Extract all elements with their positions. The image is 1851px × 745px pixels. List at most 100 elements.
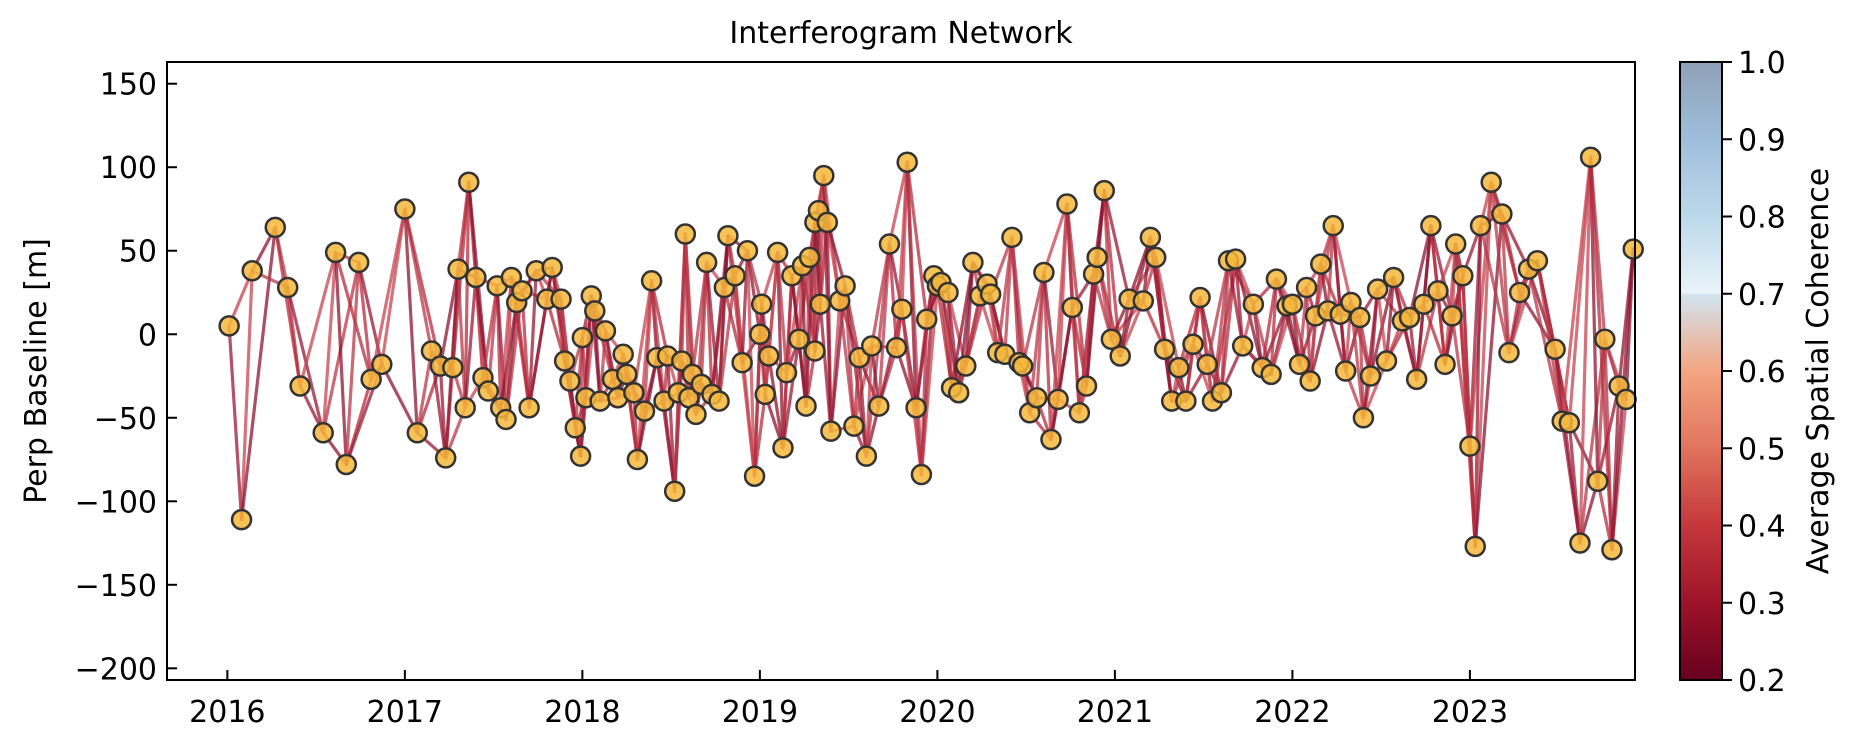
- network-edge: [767, 250, 780, 358]
- network-edge: [1567, 421, 1582, 545]
- acquisition-point: [394, 198, 416, 220]
- y-tick-label: −100: [75, 485, 157, 520]
- network-edge: [334, 250, 348, 467]
- acquisition-point: [674, 223, 697, 245]
- network-edge: [239, 225, 277, 522]
- x-tick-label: 2018: [544, 695, 620, 730]
- network-edge: [877, 242, 892, 408]
- acquisition-point: [589, 390, 611, 412]
- network-edge: [380, 207, 407, 366]
- network-edge: [1567, 155, 1593, 425]
- network-edge: [463, 275, 478, 410]
- acquisition-point: [816, 211, 839, 234]
- network-edge: [1065, 202, 1089, 388]
- acquisition-point: [775, 361, 798, 384]
- network-edge: [717, 274, 737, 403]
- acquisition-point: [495, 408, 517, 431]
- network-edge: [1035, 270, 1046, 400]
- acquisition-point: [1033, 261, 1055, 284]
- colorbar-tick-label: 0.4: [1738, 510, 1786, 545]
- network-edge: [1070, 305, 1081, 415]
- acquisition-point: [633, 400, 656, 422]
- acquisition-point: [371, 353, 393, 376]
- network-edge: [649, 279, 670, 358]
- acquisition-point: [1544, 338, 1566, 361]
- acquisition-point: [1459, 435, 1481, 457]
- acquisition-point: [1322, 214, 1344, 237]
- acquisition-point: [1011, 355, 1034, 377]
- acquisition-point: [615, 363, 638, 386]
- acquisition-point: [218, 315, 240, 337]
- network-edge: [1095, 189, 1106, 260]
- network-edge: [598, 329, 608, 403]
- network-edge: [1500, 212, 1522, 295]
- acquisition-point: [1224, 248, 1247, 270]
- network-edge: [1407, 224, 1433, 320]
- network-edge: [905, 160, 929, 321]
- acquisition-point: [1579, 146, 1602, 168]
- acquisition-point: [1182, 333, 1204, 356]
- acquisition-point: [754, 383, 776, 406]
- acquisition-point: [1601, 538, 1623, 561]
- acquisition-point: [564, 417, 587, 439]
- y-tick-label: 0: [138, 318, 157, 353]
- y-axis-label: Perp Baseline [m]: [19, 238, 54, 504]
- network-edge: [1478, 224, 1511, 355]
- acquisition-point: [454, 396, 476, 419]
- acquisition-point: [1526, 250, 1549, 272]
- acquisition-point: [347, 251, 370, 274]
- acquisition-point: [1420, 214, 1442, 237]
- network-edge: [1429, 224, 1454, 318]
- network-edge: [239, 269, 254, 522]
- y-axis: −200 −150 −100 −50 0 50 100 150: [75, 68, 177, 687]
- network-edge: [1003, 235, 1014, 356]
- network-edge: [1589, 155, 1600, 483]
- acquisition-point: [1498, 341, 1520, 364]
- acquisition-point: [1288, 353, 1311, 376]
- x-tick-label: 2017: [367, 695, 443, 730]
- network-edge: [1578, 155, 1593, 545]
- acquisition-point: [324, 241, 347, 264]
- acquisition-point: [860, 335, 883, 357]
- network-edge: [946, 290, 961, 395]
- acquisition-point: [1132, 290, 1155, 312]
- network-edge: [463, 180, 471, 410]
- acquisition-point: [905, 396, 927, 419]
- acquisition-point: [772, 437, 794, 459]
- colorbar-tick-label: 0.6: [1738, 355, 1786, 390]
- acquisition-point: [434, 447, 457, 469]
- network-edge: [1127, 235, 1153, 301]
- acquisition-point: [685, 403, 707, 426]
- acquisition-point: [1040, 428, 1062, 451]
- acquisition-point: [1469, 214, 1492, 237]
- acquisition-point: [1405, 368, 1428, 391]
- acquisition-point: [758, 345, 780, 367]
- network-edge: [1042, 202, 1069, 275]
- acquisition-point: [1299, 370, 1321, 392]
- network-edge: [527, 269, 538, 410]
- network-edge: [403, 207, 442, 368]
- network-edge: [1269, 277, 1279, 376]
- acquisition-point: [1047, 388, 1069, 411]
- acquisition-point: [1586, 470, 1609, 492]
- colorbar-tick-label: 0.3: [1738, 587, 1786, 622]
- acquisition-point: [708, 390, 730, 412]
- acquisition-point: [788, 328, 810, 351]
- y-tick-label: −50: [94, 402, 157, 437]
- acquisition-point: [1375, 350, 1398, 372]
- colorbar-tick-label: 0.2: [1738, 664, 1786, 699]
- acquisition-point: [1168, 356, 1190, 379]
- network-edge: [321, 250, 338, 435]
- network-edge: [825, 220, 847, 288]
- colorbar-ticks: 0.2 0.3 0.4 0.5 0.6 0.7 0.8 0.9 1.0: [1722, 46, 1786, 699]
- acquisition-point: [1444, 233, 1467, 255]
- acquisition-point: [717, 224, 739, 247]
- acquisition-point: [1001, 226, 1023, 249]
- acquisition-point: [553, 350, 576, 372]
- acquisition-point: [885, 336, 908, 359]
- network-edge: [870, 242, 892, 348]
- acquisition-point: [1056, 193, 1078, 215]
- acquisition-point: [896, 151, 918, 173]
- network-nodes: [218, 146, 1644, 561]
- acquisition-point: [1622, 238, 1644, 260]
